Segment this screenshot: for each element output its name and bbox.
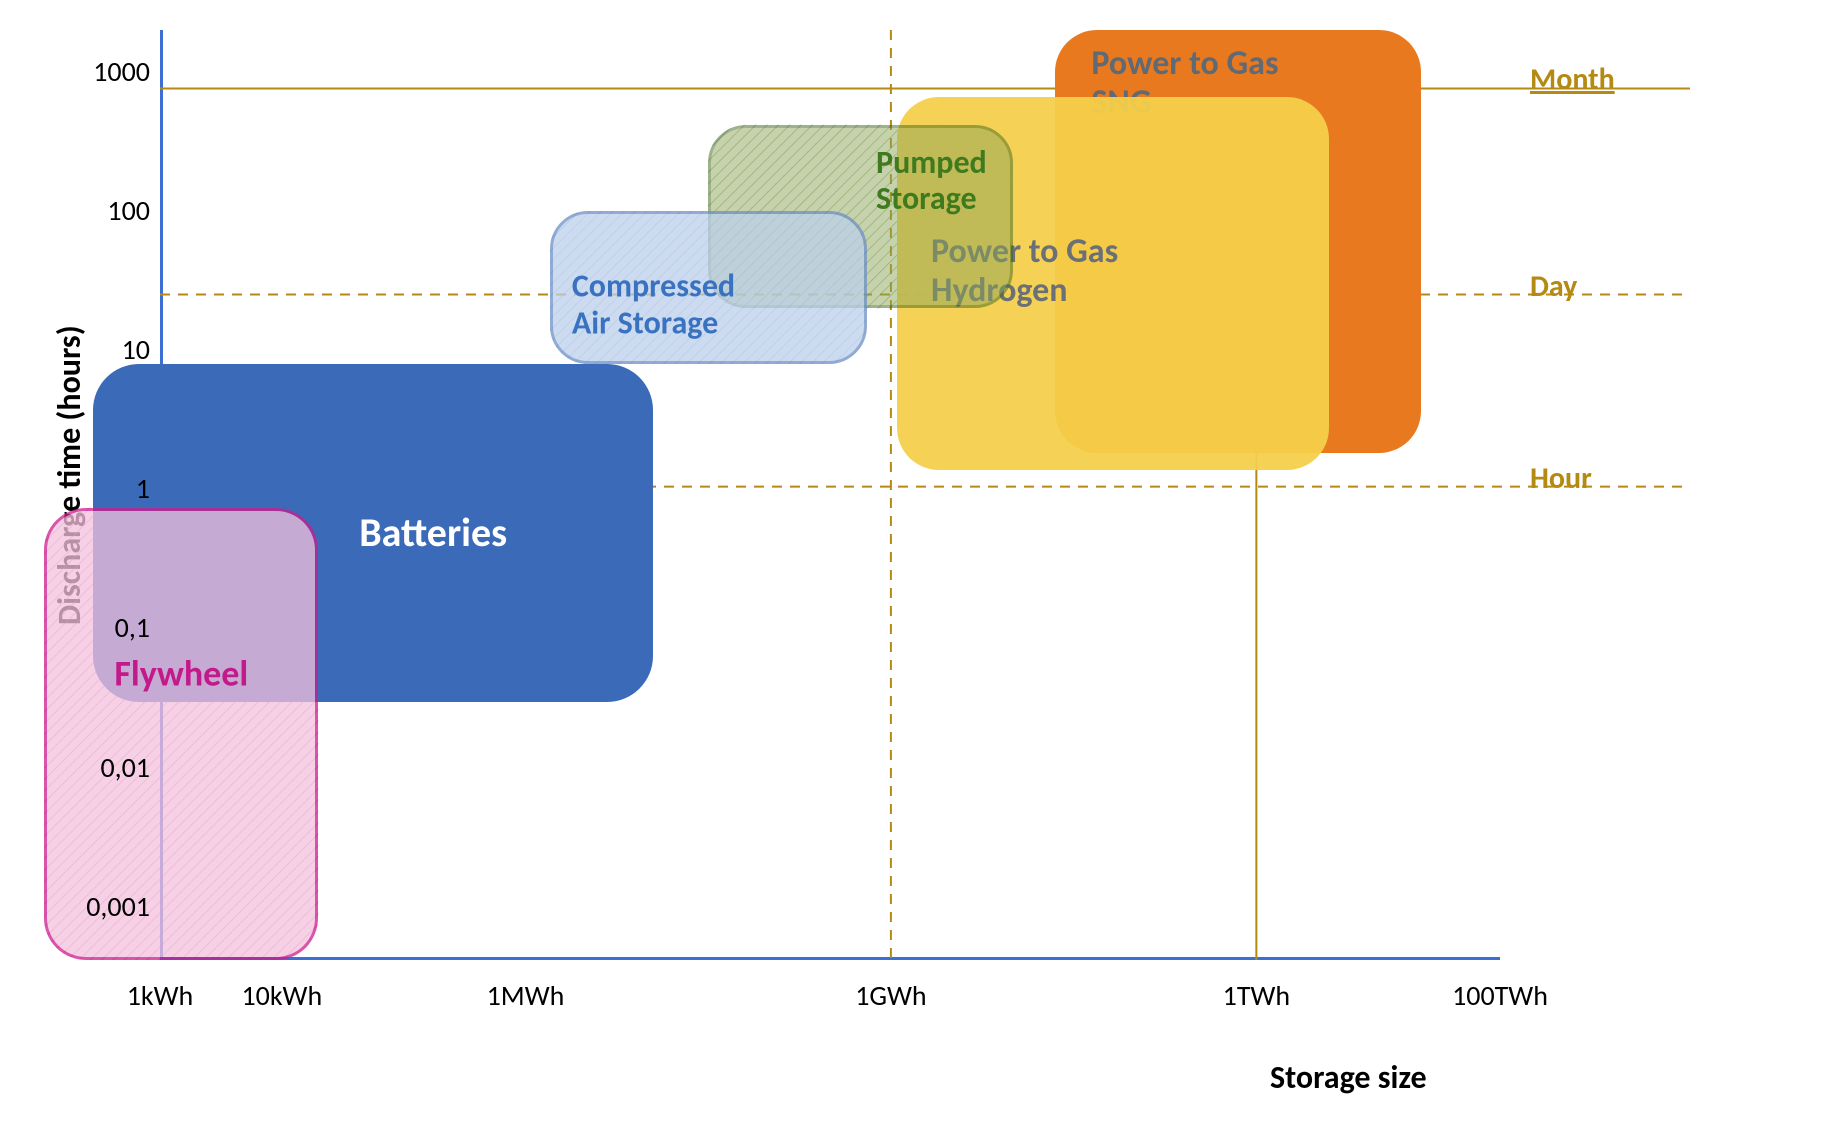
x-tick-label: 100TWh xyxy=(1420,978,1580,1013)
x-tick-label: 1MWh xyxy=(445,978,605,1013)
x-tick-label: 1GWh xyxy=(811,978,971,1013)
reference-label: Month xyxy=(1530,61,1615,98)
x-tick-label: 10kWh xyxy=(202,978,362,1013)
x-axis-title: Storage size xyxy=(1270,1058,1427,1097)
tech-box-caes xyxy=(550,211,867,364)
reference-label: Day xyxy=(1530,268,1577,305)
plot-area: Power to Gas SNGPower to Gas HydrogenPum… xyxy=(160,30,1500,960)
x-tick-label: 1TWh xyxy=(1176,978,1336,1013)
y-tick-label: 1 xyxy=(60,471,150,506)
chart-stage: Discharge time (hours) Power to Gas SNGP… xyxy=(0,0,1834,1123)
y-tick-label: 0,001 xyxy=(60,889,150,924)
reference-label: Hour xyxy=(1530,460,1592,497)
y-tick-label: 100 xyxy=(60,193,150,228)
y-tick-label: 0,1 xyxy=(60,610,150,645)
y-tick-label: 10 xyxy=(60,332,150,367)
y-tick-label: 1000 xyxy=(60,54,150,89)
y-tick-label: 0,01 xyxy=(60,750,150,785)
